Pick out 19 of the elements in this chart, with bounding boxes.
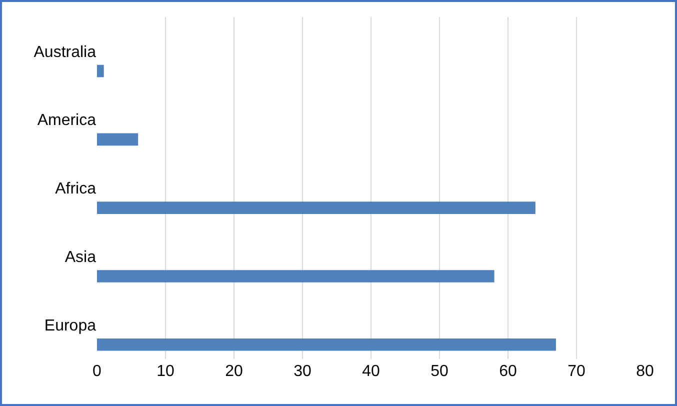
x-tick-label: 40 [362, 363, 380, 380]
y-tick-label: Asia [64, 249, 96, 266]
bar [97, 202, 536, 214]
y-tick-label: Europa [44, 317, 96, 334]
x-tick-label: 80 [636, 363, 654, 380]
bar [97, 133, 138, 146]
x-tick-label: 50 [430, 363, 448, 380]
x-tick-label: 60 [499, 363, 517, 380]
y-tick-label: Australia [34, 44, 96, 61]
bar [97, 338, 556, 351]
x-tick-label: 0 [92, 363, 102, 380]
y-tick-label: Africa [55, 180, 96, 198]
x-tick-label: 10 [156, 363, 174, 380]
x-tick-label: 70 [568, 363, 586, 380]
bar [97, 64, 104, 78]
y-tick-label: America [37, 112, 96, 130]
bar [97, 270, 494, 282]
x-tick-label: 20 [225, 363, 243, 380]
x-tick-label: 30 [294, 363, 312, 380]
